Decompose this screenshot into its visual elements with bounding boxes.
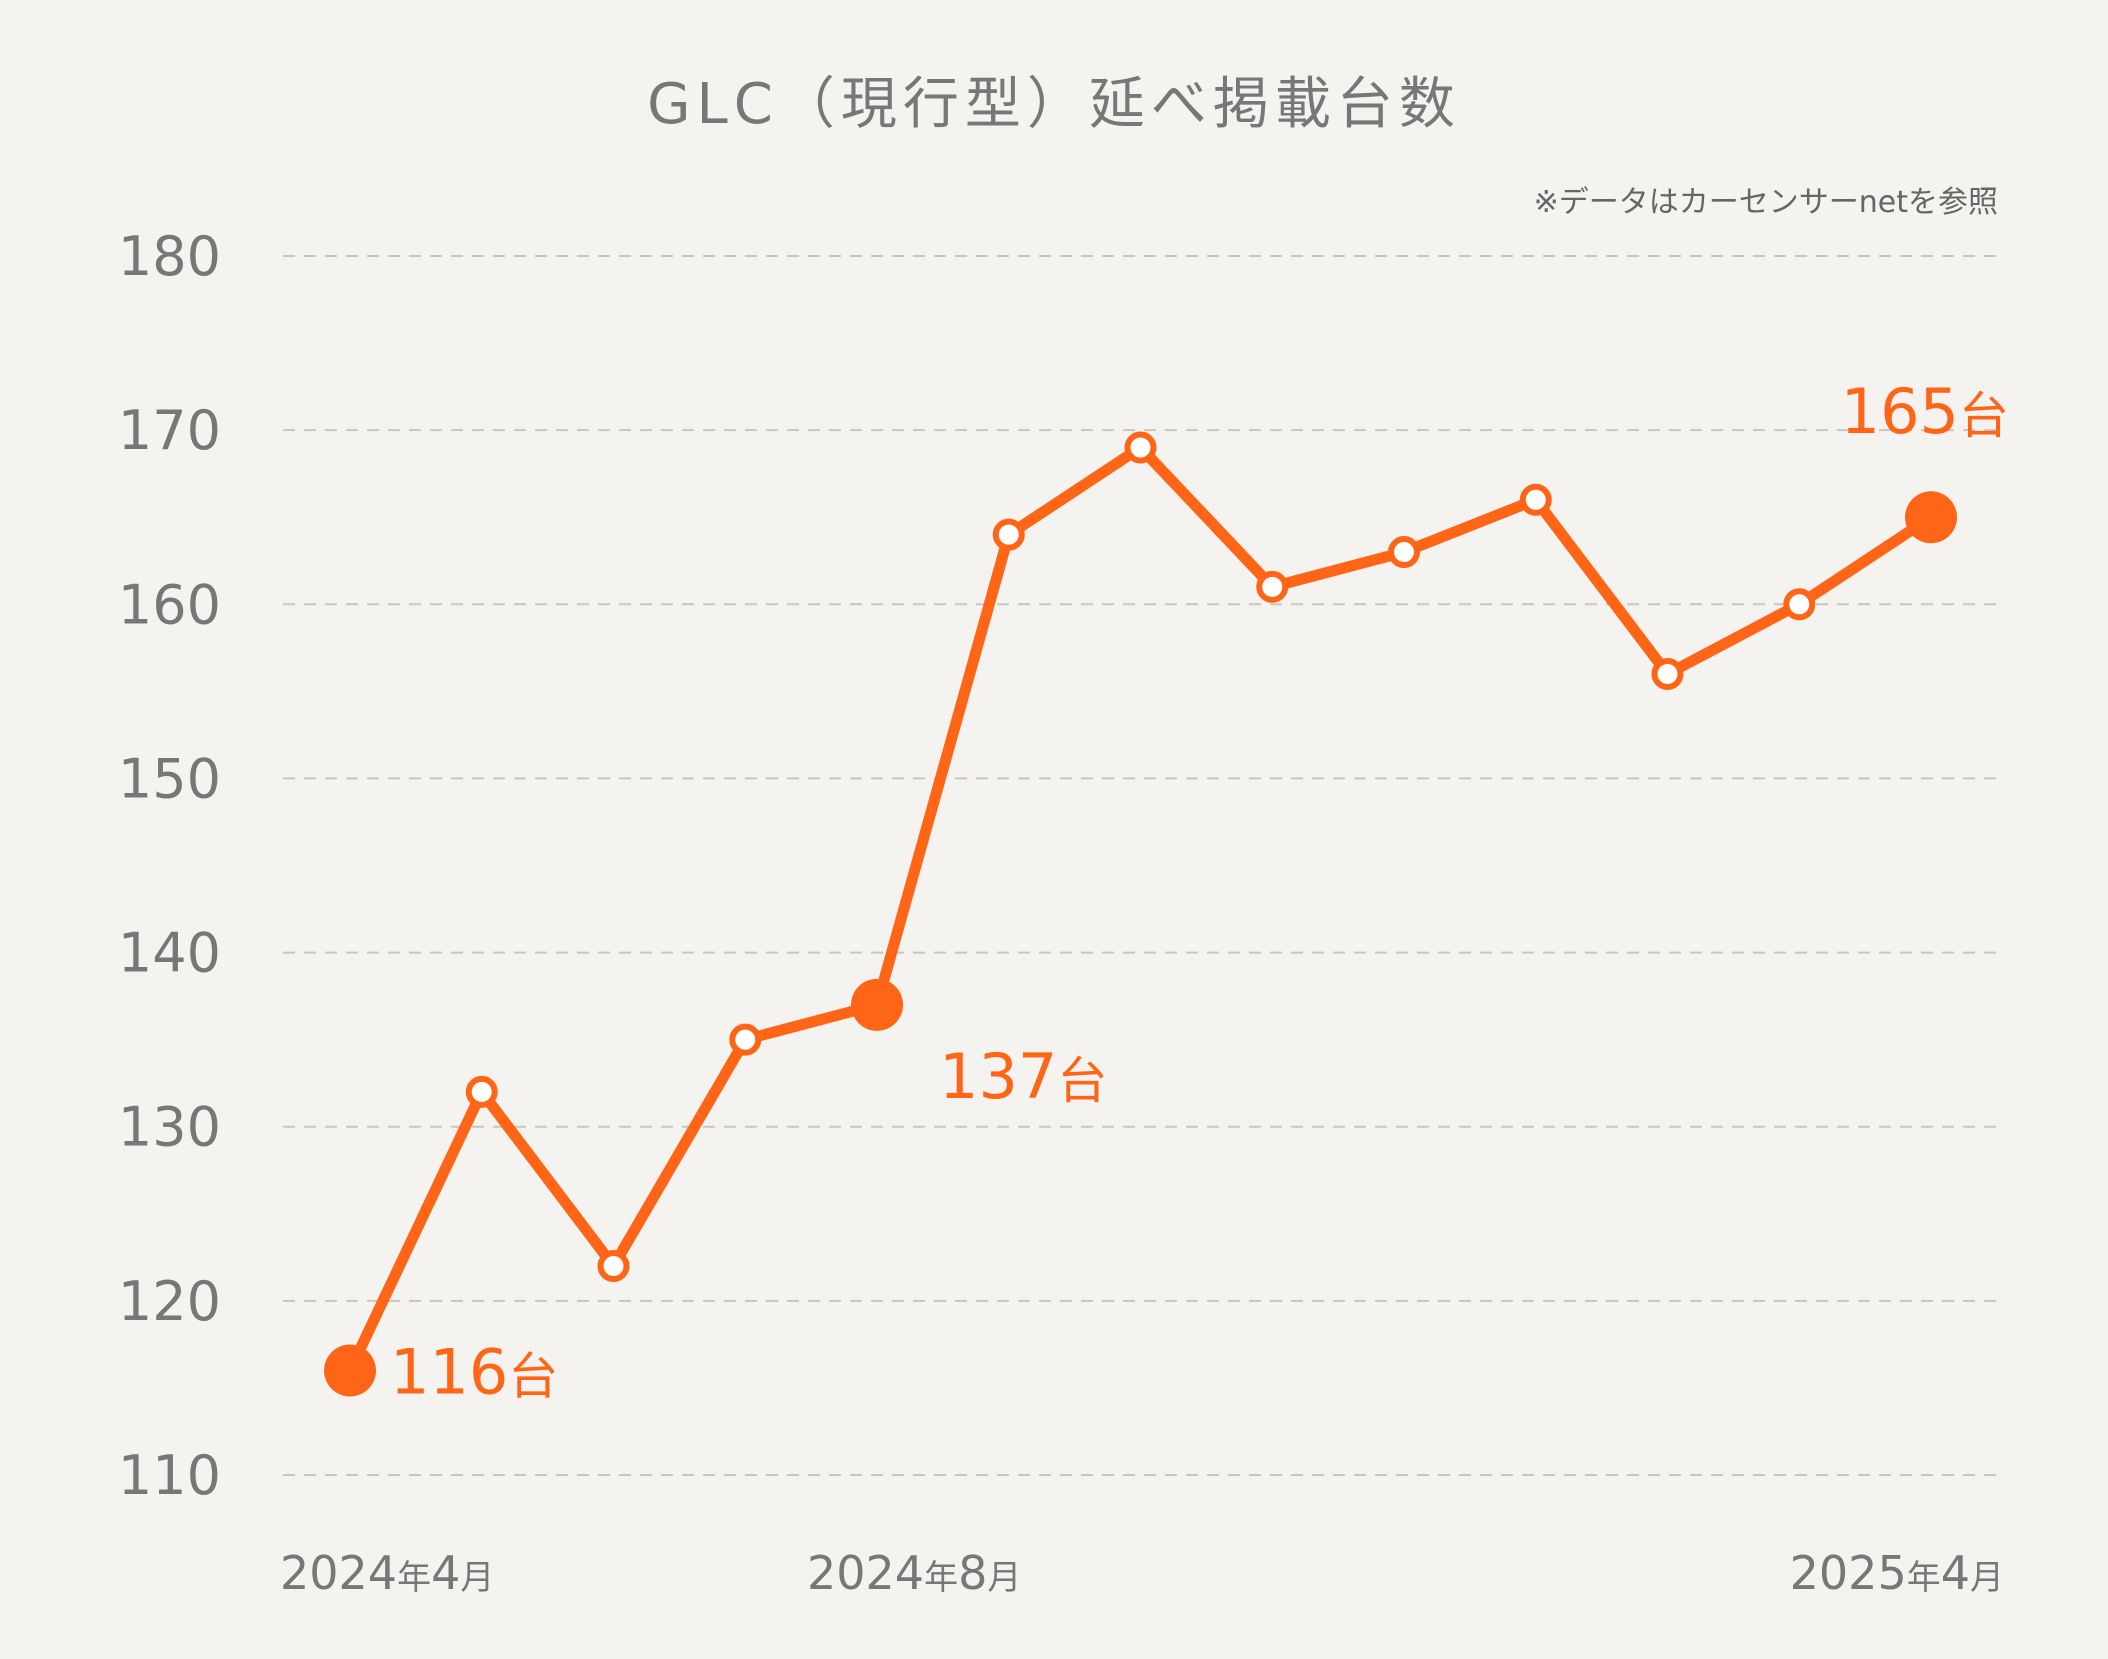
data-point xyxy=(1783,588,1816,621)
source-note: ※データはカーセンサーnetを参照 xyxy=(1534,185,1998,220)
data-point xyxy=(1256,570,1289,603)
highlight-point xyxy=(851,978,903,1031)
y-tick-label: 180 xyxy=(118,225,221,288)
data-point xyxy=(992,518,1025,551)
y-tick-label: 140 xyxy=(118,922,221,985)
chart-title: GLC（現行型）延べ掲載台数 xyxy=(647,72,1461,137)
y-tick-label: 110 xyxy=(118,1444,221,1507)
y-tick-label: 160 xyxy=(118,573,221,636)
highlight-point xyxy=(1905,491,1957,544)
data-point xyxy=(1388,536,1420,569)
highlight-point xyxy=(324,1344,376,1397)
y-tick-label: 150 xyxy=(118,747,221,810)
data-label: 116台 xyxy=(390,1336,558,1409)
y-tick-label: 130 xyxy=(118,1096,221,1159)
x-tick-label: 2025年4月 xyxy=(1790,1546,2004,1600)
y-axis-ticks: 180 170 160 150 140 130 120 110 xyxy=(118,225,221,1507)
data-point xyxy=(1519,483,1552,516)
y-tick-label: 120 xyxy=(118,1270,221,1333)
series-polyline xyxy=(344,442,1937,1377)
data-point xyxy=(1651,657,1684,690)
y-tick-label: 170 xyxy=(118,399,221,462)
series-line xyxy=(344,442,1937,1377)
data-point xyxy=(597,1250,630,1283)
data-labels: 116台 137台 165台 xyxy=(390,375,2009,1408)
data-label: 137台 xyxy=(939,1040,1107,1113)
gridlines xyxy=(283,255,1998,1476)
data-point xyxy=(729,1023,762,1056)
data-points xyxy=(324,431,1957,1397)
data-point xyxy=(465,1075,498,1108)
x-tick-label: 2024年4月 xyxy=(280,1546,494,1600)
data-label: 165台 xyxy=(1841,375,2009,448)
x-axis-ticks: 2024年4月 2024年8月 2025年4月 xyxy=(280,1546,2004,1600)
data-point xyxy=(1124,431,1157,464)
x-tick-label: 2024年8月 xyxy=(807,1546,1021,1600)
